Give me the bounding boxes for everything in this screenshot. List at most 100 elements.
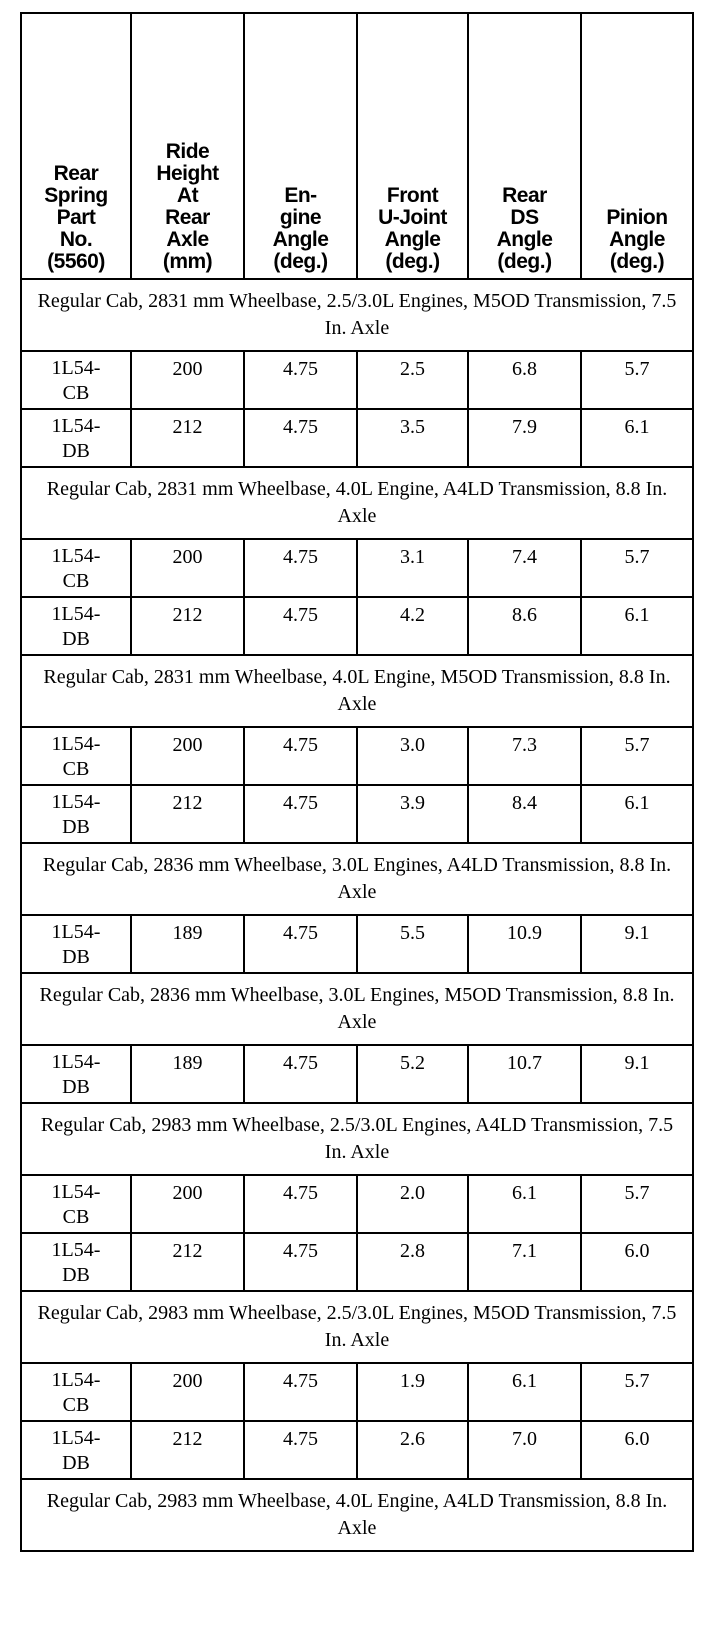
cell-rear-spring-part-no: 1L54-DB <box>20 784 132 844</box>
cell-rear-spring-part-no: 1L54-DB <box>20 1420 132 1480</box>
cell-front-u-joint-angle: 5.2 <box>356 1044 469 1104</box>
cell-rear-ds-angle: 6.8 <box>467 350 582 410</box>
cell-engine-angle: 4.75 <box>243 1174 358 1234</box>
cell-pinion-angle: 5.7 <box>580 538 694 598</box>
cell-rear-ds-angle: 8.4 <box>467 784 582 844</box>
cell-ride-height: 189 <box>130 914 245 974</box>
section-row: Regular Cab, 2983 mm Wheelbase, 2.5/3.0L… <box>20 1102 694 1176</box>
cell-rear-spring-part-no: 1L54-DB <box>20 914 132 974</box>
cell-ride-height: 212 <box>130 596 245 656</box>
section-row: Regular Cab, 2831 mm Wheelbase, 4.0L Eng… <box>20 654 694 728</box>
section-row: Regular Cab, 2831 mm Wheelbase, 2.5/3.0L… <box>20 278 694 352</box>
cell-ride-height: 200 <box>130 726 245 786</box>
cell-front-u-joint-angle: 1.9 <box>356 1362 469 1422</box>
table-row: 1L54-DB 212 4.75 3.5 7.9 6.1 <box>20 408 694 468</box>
cell-engine-angle: 4.75 <box>243 1420 358 1480</box>
cell-ride-height: 212 <box>130 408 245 468</box>
cell-engine-angle: 4.75 <box>243 1232 358 1292</box>
cell-rear-spring-part-no: 1L54-DB <box>20 1044 132 1104</box>
cell-front-u-joint-angle: 2.5 <box>356 350 469 410</box>
table-row: 1L54-DB 212 4.75 2.6 7.0 6.0 <box>20 1420 694 1480</box>
cell-engine-angle: 4.75 <box>243 408 358 468</box>
cell-engine-angle: 4.75 <box>243 596 358 656</box>
cell-rear-spring-part-no: 1L54-CB <box>20 350 132 410</box>
cell-pinion-angle: 6.1 <box>580 408 694 468</box>
cell-rear-spring-part-no: 1L54-CB <box>20 1174 132 1234</box>
cell-front-u-joint-angle: 3.5 <box>356 408 469 468</box>
cell-front-u-joint-angle: 5.5 <box>356 914 469 974</box>
column-header-ride-height: Ride Height At Rear Axle (mm) <box>130 12 245 280</box>
cell-front-u-joint-angle: 4.2 <box>356 596 469 656</box>
cell-ride-height: 212 <box>130 1232 245 1292</box>
column-header-pinion-angle: Pinion Angle (deg.) <box>580 12 694 280</box>
cell-front-u-joint-angle: 2.0 <box>356 1174 469 1234</box>
cell-ride-height: 200 <box>130 350 245 410</box>
table-row: 1L54-CB 200 4.75 2.0 6.1 5.7 <box>20 1174 694 1234</box>
cell-pinion-angle: 9.1 <box>580 914 694 974</box>
section-row: Regular Cab, 2836 mm Wheelbase, 3.0L Eng… <box>20 842 694 916</box>
cell-rear-ds-angle: 7.3 <box>467 726 582 786</box>
cell-pinion-angle: 5.7 <box>580 726 694 786</box>
table-row: 1L54-CB 200 4.75 3.1 7.4 5.7 <box>20 538 694 598</box>
cell-pinion-angle: 6.0 <box>580 1420 694 1480</box>
section-title: Regular Cab, 2836 mm Wheelbase, 3.0L Eng… <box>20 972 694 1046</box>
table-row: 1L54-DB 212 4.75 4.2 8.6 6.1 <box>20 596 694 656</box>
cell-rear-ds-angle: 7.0 <box>467 1420 582 1480</box>
section-row: Regular Cab, 2983 mm Wheelbase, 4.0L Eng… <box>20 1478 694 1552</box>
column-header-rear-ds-angle: Rear DS Angle (deg.) <box>467 12 582 280</box>
cell-engine-angle: 4.75 <box>243 1044 358 1104</box>
cell-rear-spring-part-no: 1L54-DB <box>20 596 132 656</box>
table-row: 1L54-DB 212 4.75 3.9 8.4 6.1 <box>20 784 694 844</box>
table-row: 1L54-DB 189 4.75 5.2 10.7 9.1 <box>20 1044 694 1104</box>
cell-rear-spring-part-no: 1L54-CB <box>20 1362 132 1422</box>
cell-pinion-angle: 6.1 <box>580 784 694 844</box>
cell-ride-height: 200 <box>130 538 245 598</box>
cell-pinion-angle: 6.0 <box>580 1232 694 1292</box>
cell-pinion-angle: 5.7 <box>580 350 694 410</box>
cell-front-u-joint-angle: 2.8 <box>356 1232 469 1292</box>
section-row: Regular Cab, 2836 mm Wheelbase, 3.0L Eng… <box>20 972 694 1046</box>
cell-front-u-joint-angle: 3.9 <box>356 784 469 844</box>
cell-rear-spring-part-no: 1L54-CB <box>20 538 132 598</box>
header-row: Rear Spring Part No. (5560) Ride Height At Rear A… <box>20 12 694 280</box>
cell-engine-angle: 4.75 <box>243 914 358 974</box>
table-row: 1L54-DB 189 4.75 5.5 10.9 9.1 <box>20 914 694 974</box>
table-row: 1L54-CB 200 4.75 2.5 6.8 5.7 <box>20 350 694 410</box>
section-row: Regular Cab, 2983 mm Wheelbase, 2.5/3.0L… <box>20 1290 694 1364</box>
cell-rear-spring-part-no: 1L54-CB <box>20 726 132 786</box>
cell-pinion-angle: 5.7 <box>580 1362 694 1422</box>
cell-pinion-angle: 5.7 <box>580 1174 694 1234</box>
section-title: Regular Cab, 2983 mm Wheelbase, 2.5/3.0L… <box>20 1102 694 1176</box>
cell-engine-angle: 4.75 <box>243 1362 358 1422</box>
cell-engine-angle: 4.75 <box>243 538 358 598</box>
table-row: 1L54-CB 200 4.75 3.0 7.3 5.7 <box>20 726 694 786</box>
cell-pinion-angle: 9.1 <box>580 1044 694 1104</box>
cell-rear-ds-angle: 10.9 <box>467 914 582 974</box>
cell-engine-angle: 4.75 <box>243 350 358 410</box>
table-row: 1L54-CB 200 4.75 1.9 6.1 5.7 <box>20 1362 694 1422</box>
section-title: Regular Cab, 2831 mm Wheelbase, 4.0L Eng… <box>20 654 694 728</box>
cell-rear-ds-angle: 7.4 <box>467 538 582 598</box>
column-header-engine-angle: En-gine Angle (deg.) <box>243 12 358 280</box>
cell-rear-ds-angle: 6.1 <box>467 1362 582 1422</box>
cell-engine-angle: 4.75 <box>243 784 358 844</box>
cell-engine-angle: 4.75 <box>243 726 358 786</box>
cell-rear-spring-part-no: 1L54-DB <box>20 1232 132 1292</box>
section-title: Regular Cab, 2831 mm Wheelbase, 4.0L Eng… <box>20 466 694 540</box>
cell-rear-ds-angle: 10.7 <box>467 1044 582 1104</box>
section-title: Regular Cab, 2983 mm Wheelbase, 4.0L Eng… <box>20 1478 694 1552</box>
cell-rear-ds-angle: 7.1 <box>467 1232 582 1292</box>
cell-ride-height: 212 <box>130 784 245 844</box>
section-row: Regular Cab, 2831 mm Wheelbase, 4.0L Eng… <box>20 466 694 540</box>
cell-ride-height: 212 <box>130 1420 245 1480</box>
cell-ride-height: 189 <box>130 1044 245 1104</box>
table-row: 1L54-DB 212 4.75 2.8 7.1 6.0 <box>20 1232 694 1292</box>
cell-front-u-joint-angle: 2.6 <box>356 1420 469 1480</box>
cell-ride-height: 200 <box>130 1174 245 1234</box>
section-title: Regular Cab, 2831 mm Wheelbase, 2.5/3.0L… <box>20 278 694 352</box>
driveshaft-angle-table: Rear Spring Part No. (5560) Ride Height At Rear A… <box>20 12 694 1552</box>
section-title: Regular Cab, 2983 mm Wheelbase, 2.5/3.0L… <box>20 1290 694 1364</box>
cell-rear-spring-part-no: 1L54-DB <box>20 408 132 468</box>
cell-front-u-joint-angle: 3.1 <box>356 538 469 598</box>
cell-rear-ds-angle: 6.1 <box>467 1174 582 1234</box>
